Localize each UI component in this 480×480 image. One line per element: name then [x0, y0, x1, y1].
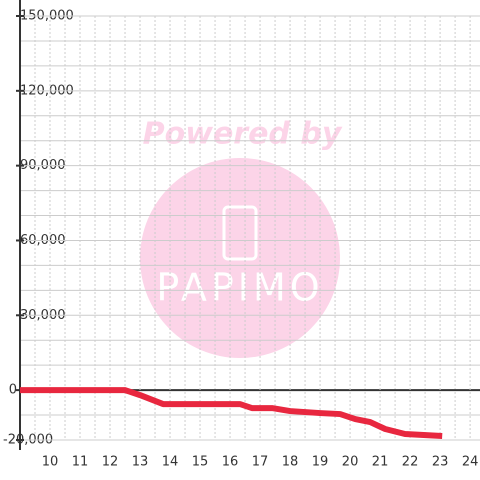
- x-tick-label: 19: [312, 455, 329, 470]
- x-tick-label: 17: [252, 455, 269, 470]
- x-tick-label: 18: [282, 455, 299, 470]
- x-tick-label: 15: [192, 455, 209, 470]
- x-tick-label: 23: [432, 455, 449, 470]
- x-tick-label: 11: [72, 455, 89, 470]
- watermark-text: Powered by: [143, 117, 343, 152]
- x-tick-label: 16: [222, 455, 239, 470]
- x-tick-label: 20: [342, 455, 359, 470]
- y-tick-label: 0: [9, 383, 17, 398]
- x-tick-label: 14: [162, 455, 179, 470]
- line: [20, 387, 443, 440]
- x-tick-label: 24: [462, 455, 479, 470]
- watermark-phone: [222, 205, 258, 261]
- x-tick-label: 21: [372, 455, 389, 470]
- watermark-logo: PAPIMO: [156, 266, 323, 310]
- x-tick-label: 13: [132, 455, 149, 470]
- x-tick-label: 12: [102, 455, 119, 470]
- x-tick-label: 22: [402, 455, 419, 470]
- x-tick-label: 10: [42, 455, 59, 470]
